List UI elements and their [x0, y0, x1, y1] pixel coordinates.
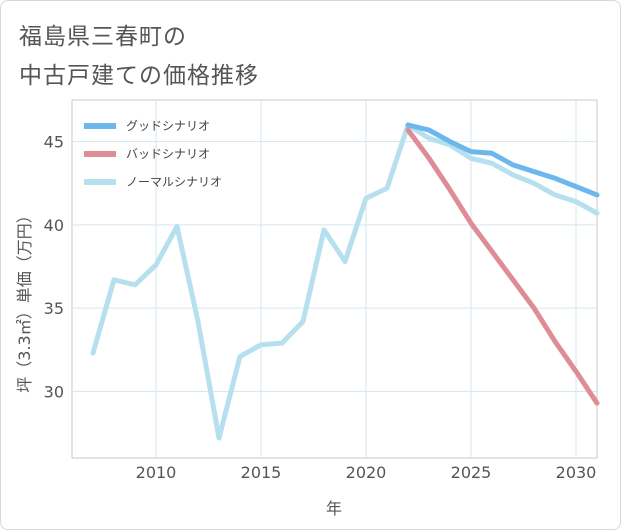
x-axis-title: 年 — [326, 499, 342, 518]
x-tick-label: 2025 — [451, 463, 492, 482]
grid — [72, 100, 597, 458]
y-tick-label: 40 — [44, 216, 64, 235]
chart-title-line-1: 福島県三春町の — [19, 24, 187, 50]
x-tick-label: 2015 — [241, 463, 282, 482]
legend-label: バッドシナリオ — [126, 147, 210, 161]
legend-label: グッドシナリオ — [126, 119, 210, 133]
y-tick-label: 30 — [44, 382, 64, 401]
x-tick-label: 2010 — [136, 463, 177, 482]
chart-title-line-2: 中古戸建ての価格推移 — [19, 63, 259, 89]
series-line-2 — [90, 122, 600, 441]
y-tick-label: 35 — [44, 299, 64, 318]
x-tick-label: 2020 — [346, 463, 387, 482]
axis-ticks: 2010 2015 2020 2025 2030 30 35 40 45 — [44, 133, 597, 482]
series-line-1 — [405, 127, 600, 406]
y-axis-title: 坪（3.3㎡）単価（万円） — [15, 207, 34, 392]
y-tick-label: 45 — [44, 133, 64, 152]
series-lines — [90, 122, 600, 441]
x-tick-label: 2030 — [556, 463, 597, 482]
series-line-0 — [405, 122, 600, 198]
legend-label: ノーマルシナリオ — [126, 175, 222, 189]
